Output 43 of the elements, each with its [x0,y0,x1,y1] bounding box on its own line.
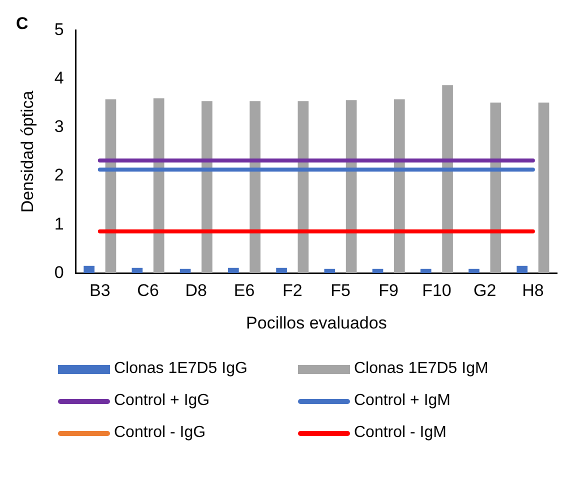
y-axis-title: Densidad óptica [18,90,37,213]
text: C [16,14,28,34]
y-tick-label: 5 [54,20,64,39]
y-tick-label: 4 [54,68,64,88]
legend-label: Control - IgG [114,424,206,442]
x-axis-title: Pocillos evaluados [246,313,387,332]
x-tick-label: F2 [282,281,302,300]
bar [250,101,260,274]
x-tick-label: F9 [378,281,399,300]
x-tick-label: D8 [185,281,208,300]
bar [228,268,239,274]
x-tick-label: E6 [234,281,255,300]
bar [538,102,550,274]
x-tick-label: F10 [422,281,452,300]
y-tick-label: 1 [54,214,64,234]
bar [468,268,480,274]
x-tick-label: C6 [137,281,159,300]
y-tick-label: 2 [54,166,64,185]
bar [442,85,453,274]
x-tick-label: H8 [522,281,544,300]
bar [324,268,336,274]
bar [420,268,432,274]
bar [276,268,287,274]
bar [346,100,357,274]
bar [298,101,309,274]
bar [516,266,528,274]
bar [394,99,405,274]
bar [153,98,164,274]
x-tick-label: G2 [473,281,496,300]
legend-label: Clonas 1E7D5 IgM [354,360,488,378]
y-tick-label: 3 [54,117,64,136]
legend-label: Control + IgG [114,392,210,410]
bar [490,102,502,274]
bar [132,268,143,274]
bar [84,266,94,274]
bar [105,99,116,274]
x-tick-label: F5 [330,281,350,300]
legend-label: Control + IgM [354,392,450,410]
bar [202,101,212,274]
legend-label: Control - IgM [354,424,446,442]
legend-label: Clonas 1E7D5 IgG [114,360,248,378]
y-tick-label: 0 [54,262,64,282]
x-tick-label: B3 [90,281,110,300]
